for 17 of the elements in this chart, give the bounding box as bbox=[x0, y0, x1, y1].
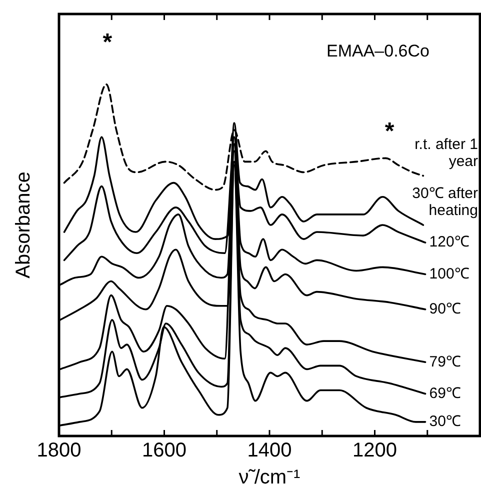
annotation: * bbox=[384, 118, 395, 145]
x-tick-label: 1400 bbox=[247, 440, 292, 462]
series-label: 30℃ after heating bbox=[412, 185, 478, 219]
x-tick-label: 1200 bbox=[352, 440, 397, 462]
series-label: 120℃ bbox=[429, 234, 470, 251]
x-tick-label: 1600 bbox=[142, 440, 186, 462]
text: * bbox=[102, 29, 113, 56]
x-axis-title: ν̃ /cm⁻¹ bbox=[238, 466, 301, 489]
y-axis-title: Absorbance bbox=[12, 172, 35, 278]
series-label: 90℃ bbox=[429, 300, 461, 318]
series-label: 30℃ bbox=[429, 413, 461, 430]
series-label: 100℃ bbox=[429, 265, 470, 282]
x-tick-label: 1800 bbox=[36, 440, 82, 462]
series-label: r.t. after 1 year bbox=[414, 136, 478, 170]
text: EMAA–0.6Co bbox=[326, 42, 430, 61]
series-label: 79℃ bbox=[429, 353, 461, 370]
series-label: 69℃ bbox=[429, 384, 461, 402]
